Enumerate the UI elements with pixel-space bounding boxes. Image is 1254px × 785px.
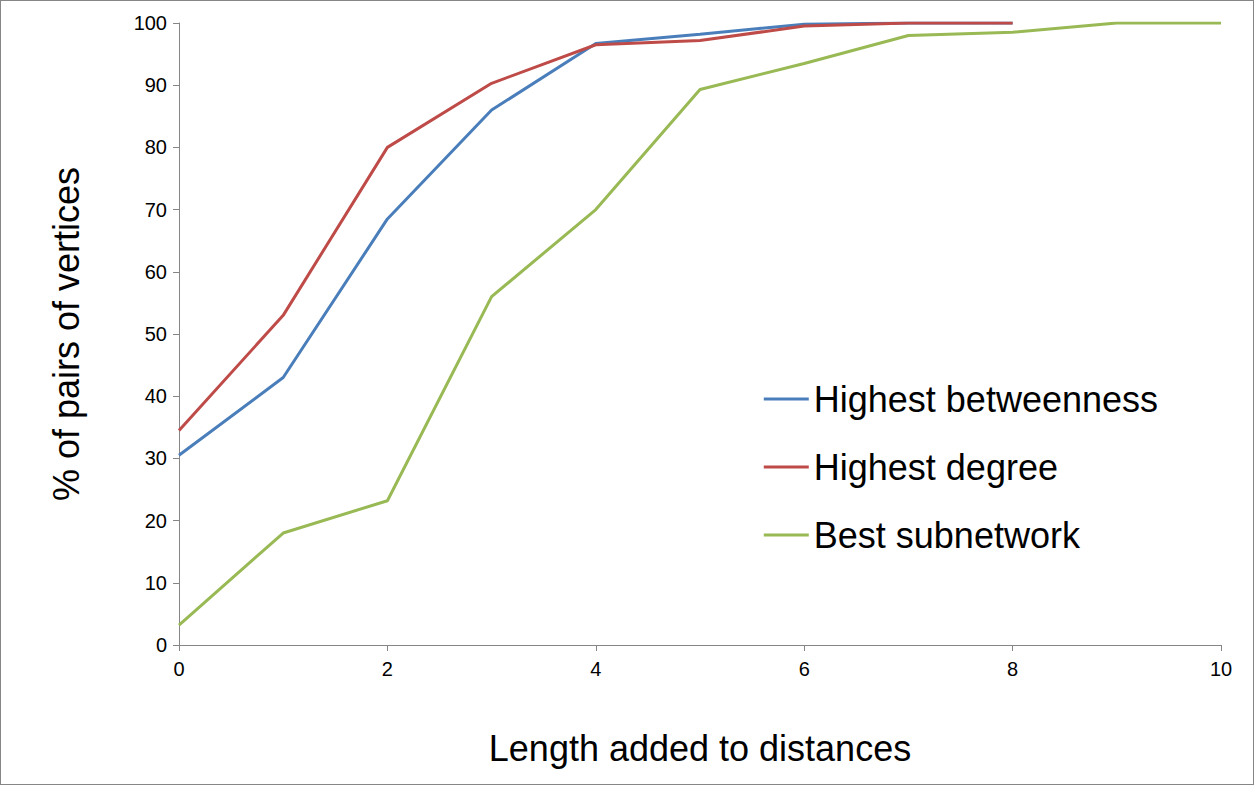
svg-text:100: 100 [134, 12, 167, 34]
svg-text:90: 90 [145, 74, 167, 96]
svg-text:8: 8 [1007, 658, 1018, 680]
svg-text:30: 30 [145, 447, 167, 469]
svg-text:Highest betweenness: Highest betweenness [814, 379, 1158, 420]
svg-text:10: 10 [1210, 658, 1232, 680]
svg-text:2: 2 [382, 658, 393, 680]
svg-text:60: 60 [145, 261, 167, 283]
svg-text:80: 80 [145, 136, 167, 158]
svg-text:Length added to distances: Length added to distances [489, 728, 911, 769]
svg-text:4: 4 [590, 658, 601, 680]
svg-text:Highest degree: Highest degree [814, 447, 1058, 488]
svg-text:50: 50 [145, 323, 167, 345]
svg-text:10: 10 [145, 572, 167, 594]
svg-text:0: 0 [173, 658, 184, 680]
svg-text:0: 0 [156, 634, 167, 656]
svg-text:40: 40 [145, 385, 167, 407]
svg-text:70: 70 [145, 199, 167, 221]
svg-text:6: 6 [799, 658, 810, 680]
svg-text:% of pairs of vertices: % of pairs of vertices [46, 167, 87, 501]
svg-text:Best subnetwork: Best subnetwork [814, 515, 1081, 556]
svg-text:20: 20 [145, 510, 167, 532]
